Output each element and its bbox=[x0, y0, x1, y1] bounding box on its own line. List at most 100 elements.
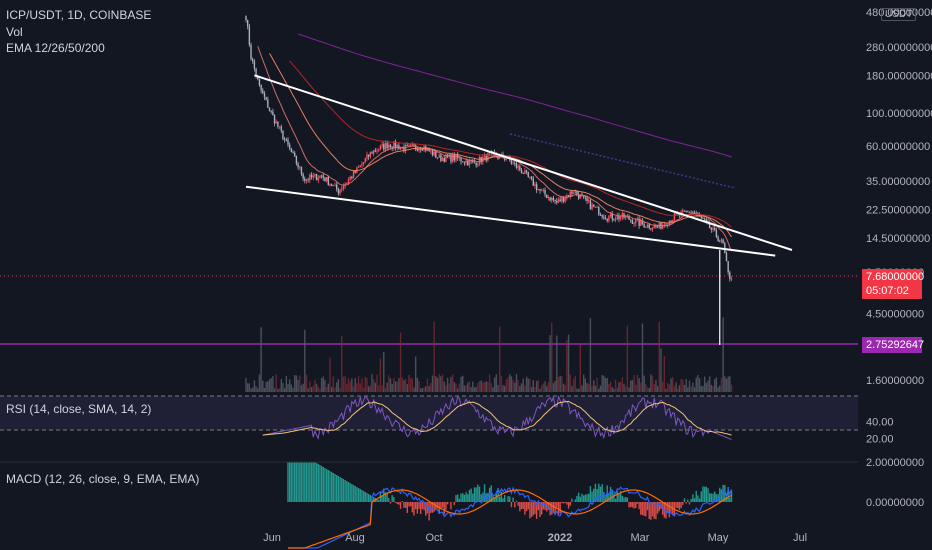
trendline-upper bbox=[254, 74, 793, 251]
volume-bar bbox=[512, 379, 514, 392]
volume-bar bbox=[529, 378, 531, 392]
candle-body bbox=[341, 188, 343, 190]
volume-bar bbox=[374, 382, 377, 392]
volume-bar bbox=[372, 379, 375, 392]
volume-bar bbox=[467, 382, 469, 392]
symbol-legend[interactable]: ICP/USDT, 1D, COINBASE bbox=[6, 8, 152, 22]
volume-bar bbox=[435, 376, 437, 392]
trendline-lower bbox=[245, 185, 776, 257]
macd-histogram-bar bbox=[683, 498, 686, 502]
macd-histogram-bar bbox=[556, 502, 558, 508]
volume-bar bbox=[638, 378, 640, 392]
candle-body bbox=[393, 141, 395, 149]
trendlines[interactable] bbox=[245, 74, 793, 257]
candle-body bbox=[586, 197, 588, 202]
macd-legend[interactable]: MACD (12, 26, close, 9, EMA, EMA) bbox=[6, 472, 200, 486]
candle-body bbox=[715, 229, 718, 238]
volume-bar bbox=[665, 388, 667, 392]
macd-histogram-bar bbox=[601, 484, 603, 502]
volume-bar bbox=[451, 374, 454, 392]
macd-histogram-bar bbox=[504, 494, 506, 502]
volume-legend[interactable]: Vol bbox=[6, 25, 23, 39]
candle-body bbox=[722, 239, 724, 244]
rsi-pane bbox=[0, 395, 858, 440]
volume-bar bbox=[702, 385, 704, 392]
candle-body bbox=[517, 166, 519, 168]
macd-histogram-bar bbox=[729, 497, 731, 502]
candle-body bbox=[510, 160, 513, 164]
candle-body bbox=[717, 237, 719, 242]
rsi-legend[interactable]: RSI (14, close, SMA, 14, 2) bbox=[6, 402, 152, 416]
macd-histogram-bar bbox=[458, 498, 461, 502]
macd-histogram-bar bbox=[356, 487, 358, 502]
volume-bar bbox=[309, 381, 311, 392]
volume-bar bbox=[525, 376, 528, 392]
volume-bar bbox=[591, 386, 593, 392]
candle-body bbox=[299, 166, 301, 168]
rsi-tick-label: 20.00 bbox=[866, 434, 894, 446]
volume-bar bbox=[260, 327, 262, 392]
macd-histogram-bar bbox=[591, 491, 593, 502]
volume-bar bbox=[630, 380, 632, 392]
volume-bar bbox=[589, 318, 592, 392]
macd-histogram-bar bbox=[399, 502, 402, 509]
candle-body bbox=[529, 176, 531, 178]
volume-bar bbox=[391, 383, 393, 392]
macd-histogram-bar bbox=[300, 462, 303, 502]
candle-body bbox=[270, 110, 272, 112]
candle-body bbox=[339, 189, 341, 194]
candle-body bbox=[324, 177, 326, 182]
volume-bar bbox=[253, 380, 256, 392]
candle-body bbox=[579, 194, 582, 199]
volume-bar bbox=[473, 387, 476, 392]
candle-body bbox=[364, 158, 366, 163]
volume-bar bbox=[527, 378, 529, 392]
candle-body bbox=[275, 121, 277, 124]
volume-bar bbox=[618, 382, 620, 392]
candle-body bbox=[250, 44, 252, 59]
macd-histogram-bar bbox=[527, 502, 529, 510]
candle-body bbox=[458, 157, 461, 159]
volume-bar bbox=[517, 380, 519, 392]
ema-50-line bbox=[289, 60, 732, 228]
macd-histogram-bar bbox=[386, 492, 388, 502]
ema-legend[interactable]: EMA 12/26/50/200 bbox=[6, 41, 105, 55]
candle-body bbox=[614, 219, 617, 221]
volume-bar bbox=[678, 385, 681, 392]
macd-histogram-bar bbox=[561, 502, 563, 504]
candle-body bbox=[374, 150, 377, 152]
macd-histogram-bar bbox=[470, 488, 472, 502]
candle-body bbox=[304, 178, 306, 181]
macd-histogram-bar bbox=[724, 485, 726, 502]
candle-body bbox=[705, 219, 708, 222]
volume-bar bbox=[604, 377, 607, 392]
macd-histogram-bar bbox=[431, 502, 434, 513]
volume-bar bbox=[369, 385, 372, 392]
volume-bar bbox=[465, 385, 467, 392]
macd-histogram-bar bbox=[525, 502, 528, 512]
currency-badge[interactable]: USDT bbox=[881, 8, 917, 21]
candle-body bbox=[692, 211, 694, 213]
candle-body bbox=[525, 170, 528, 173]
volume-bar bbox=[268, 379, 271, 392]
candle-body bbox=[334, 184, 336, 186]
volume-bar bbox=[640, 382, 642, 392]
candle-body bbox=[294, 152, 296, 157]
volume-bar bbox=[707, 380, 709, 392]
candle-body bbox=[547, 197, 550, 199]
candle-body bbox=[314, 174, 316, 176]
macd-histogram-bar bbox=[594, 483, 597, 502]
candle-body bbox=[408, 144, 410, 146]
volume-bar bbox=[547, 382, 550, 392]
volume-bar bbox=[416, 377, 419, 392]
macd-histogram-bar bbox=[364, 492, 366, 502]
volume-bar bbox=[352, 386, 355, 392]
volume-bar bbox=[586, 383, 588, 392]
candle-body bbox=[292, 152, 294, 153]
candle-body bbox=[366, 154, 368, 159]
volume-bar bbox=[344, 376, 346, 392]
volume-bar bbox=[559, 375, 561, 392]
candle-body bbox=[688, 211, 691, 213]
candle-body bbox=[297, 163, 299, 168]
